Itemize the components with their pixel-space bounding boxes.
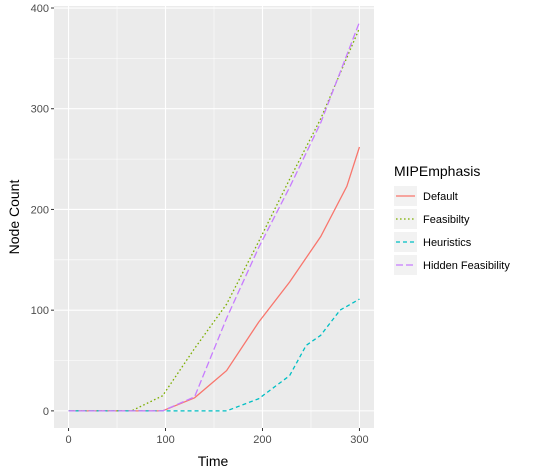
legend-label-heuristics: Heuristics (423, 237, 472, 249)
x-tick-label: 100 (156, 434, 174, 446)
legend-label-default: Default (423, 191, 458, 203)
legend-label-feasibilty: Feasibilty (423, 214, 470, 226)
x-tick-label: 0 (65, 434, 71, 446)
grid-minor (54, 6, 374, 428)
legend-label-hidden-feasibility: Hidden Feasibility (423, 260, 510, 272)
series-line-heuristics (68, 298, 360, 412)
x-axis: 0 100 200 300 (65, 428, 369, 446)
legend: MIPEmphasis Default Feasibilty Heuristics H… (394, 163, 510, 275)
series-line-hidden-feasibility (68, 21, 361, 412)
grid-major (54, 6, 374, 428)
x-axis-title: Time (198, 453, 229, 469)
x-tick-label: 300 (350, 434, 368, 446)
y-tick-label: 400 (31, 3, 49, 15)
y-tick-label: 0 (43, 406, 49, 418)
x-tick-label: 200 (253, 434, 271, 446)
legend-key-hidden-feasibility (394, 255, 417, 275)
y-tick-label: 200 (31, 204, 49, 216)
series-line-feasibilty (68, 27, 361, 412)
series-lines (68, 21, 361, 412)
y-tick-label: 100 (31, 305, 49, 317)
y-tick-label: 300 (31, 104, 49, 116)
legend-title: MIPEmphasis (394, 163, 480, 179)
y-axis-title: Node Count (6, 180, 22, 255)
y-axis: 0 100 200 300 400 (31, 3, 54, 418)
